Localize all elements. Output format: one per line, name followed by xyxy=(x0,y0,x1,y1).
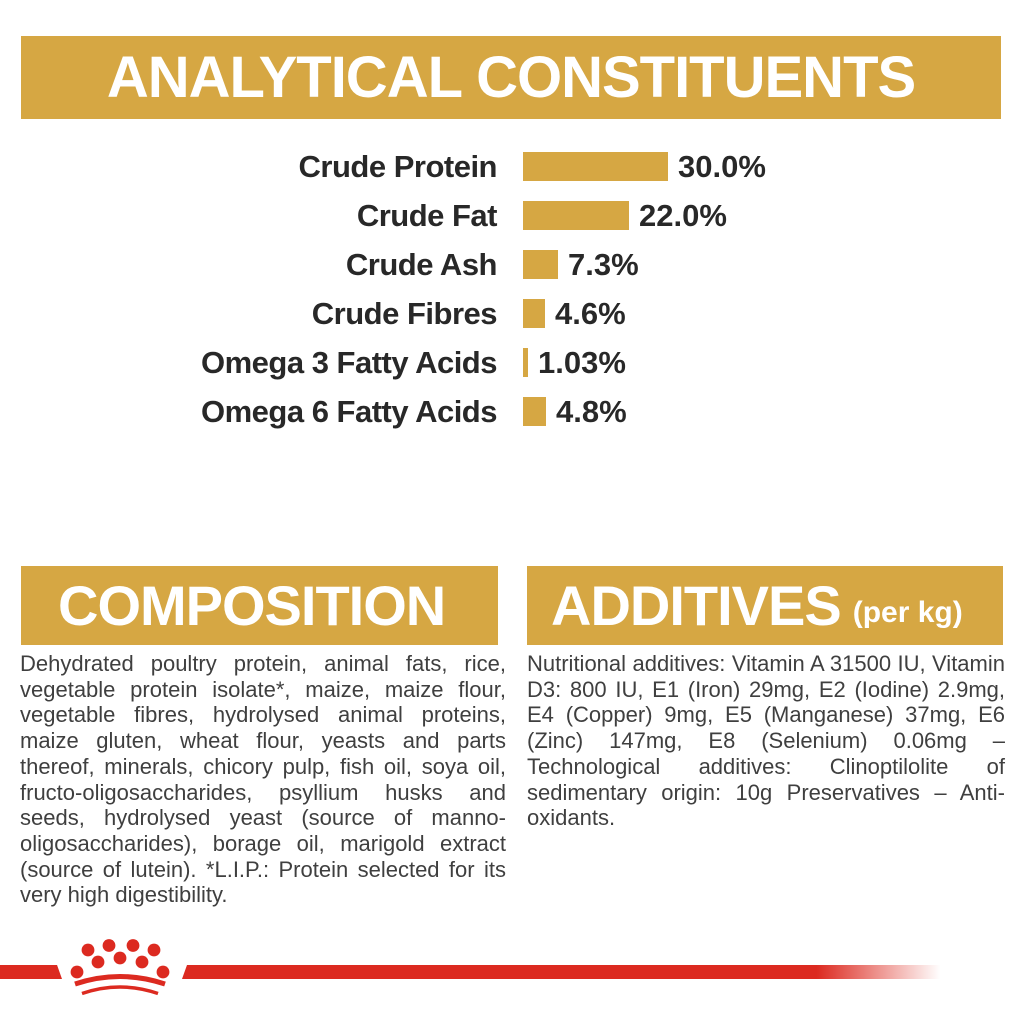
crown-dot xyxy=(135,955,149,969)
crown-dot xyxy=(113,951,127,965)
footer-red-rule-left xyxy=(0,965,62,979)
chart-row-label: Omega 3 Fatty Acids xyxy=(200,344,498,380)
chart-row-value: 7.3% xyxy=(568,246,639,282)
additives-per-kg-label: (per kg) xyxy=(852,595,963,629)
analytical-constituents-title: ANALYTICAL CONSTITUENTS xyxy=(106,45,916,110)
chart-bar xyxy=(523,201,629,230)
crown-band xyxy=(81,985,159,996)
chart-row-value: 4.8% xyxy=(556,393,627,429)
composition-text: Dehydrated poultry protein, animal fats,… xyxy=(20,651,506,908)
chart-row: Crude Fat 22.0% xyxy=(0,191,1020,240)
chart-bar xyxy=(523,348,528,377)
chart-row: Crude Protein 30.0% xyxy=(0,142,1020,191)
crown-dot xyxy=(102,939,116,952)
chart-row-label: Omega 6 Fatty Acids xyxy=(200,393,498,429)
chart-bar xyxy=(523,250,558,279)
crown-dot xyxy=(156,965,170,979)
chart-bar xyxy=(523,397,546,426)
chart-row: Crude Ash 7.3% xyxy=(0,240,1020,289)
crown-band xyxy=(74,974,166,987)
composition-banner: COMPOSITION xyxy=(21,566,498,645)
royal-canin-crown-icon xyxy=(70,939,170,996)
crown-dot xyxy=(126,939,140,952)
chart-row-value: 4.6% xyxy=(555,295,626,331)
footer-red-rule-right xyxy=(182,965,956,979)
crown-dot xyxy=(91,955,105,969)
analytical-constituents-banner: ANALYTICAL CONSTITUENTS xyxy=(21,36,1001,119)
crown-dot xyxy=(147,943,161,957)
additives-title: ADDITIVES xyxy=(551,574,842,637)
analytical-constituents-chart: Crude Protein 30.0% Crude Fat 22.0% Crude As… xyxy=(0,142,1020,436)
composition-title: COMPOSITION xyxy=(58,574,446,637)
chart-row: Crude Fibres 4.6% xyxy=(0,289,1020,338)
crown-dot xyxy=(70,965,84,979)
chart-row-value: 30.0% xyxy=(678,148,766,184)
chart-bar xyxy=(523,152,668,181)
chart-row: Omega 3 Fatty Acids 1.03% xyxy=(0,338,1020,387)
additives-text: Nutritional additives: Vitamin A 31500 I… xyxy=(527,651,1005,831)
chart-row-label: Crude Fibres xyxy=(311,295,498,331)
additives-banner: ADDITIVES (per kg) xyxy=(527,566,1003,645)
crown-dot xyxy=(81,943,95,957)
chart-row-value: 22.0% xyxy=(639,197,727,233)
chart-row-label: Crude Fat xyxy=(356,197,498,233)
chart-bar xyxy=(523,299,545,328)
chart-row-label: Crude Ash xyxy=(345,246,498,282)
chart-row-value: 1.03% xyxy=(538,344,626,380)
chart-row: Omega 6 Fatty Acids 4.8% xyxy=(0,387,1020,436)
chart-row-label: Crude Protein xyxy=(298,148,498,184)
